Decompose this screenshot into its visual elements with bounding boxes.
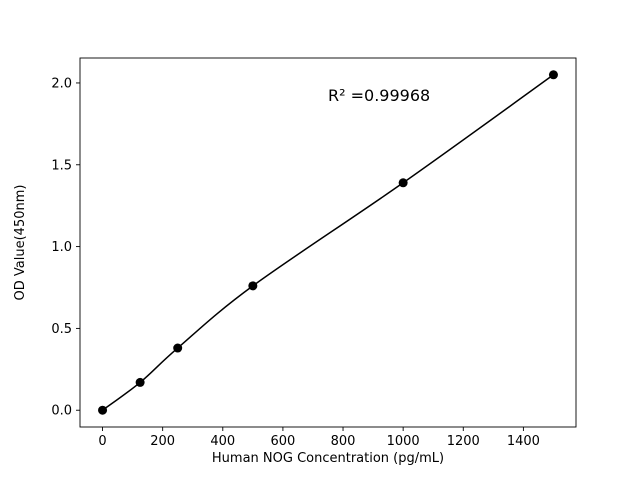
x-axis-label: Human NOG Concentration (pg/mL) <box>212 451 444 466</box>
y-axis-label: OD Value(450nm) <box>13 185 28 301</box>
y-tick-label: 0.5 <box>51 322 72 337</box>
y-tick-label: 2.0 <box>51 76 72 91</box>
y-tick-label: 1.5 <box>51 158 72 173</box>
x-tick-label: 0 <box>98 434 106 449</box>
data-point <box>98 405 108 415</box>
data-point <box>548 70 558 80</box>
x-tick-label: 800 <box>331 434 356 449</box>
x-tick-label: 1400 <box>507 434 540 449</box>
data-point <box>173 343 183 353</box>
y-tick-label: 1.0 <box>51 240 72 255</box>
data-point <box>135 377 145 387</box>
x-tick-label: 400 <box>210 434 235 449</box>
plot-border <box>79 57 577 428</box>
x-tick-label: 1200 <box>447 434 480 449</box>
x-tick-label: 200 <box>150 434 175 449</box>
data-point <box>398 178 408 188</box>
data-point <box>248 281 258 291</box>
y-tick-label: 0.0 <box>51 404 72 419</box>
r-squared-annotation: R² =0.99968 <box>328 86 430 105</box>
x-tick-label: 600 <box>270 434 295 449</box>
x-tick-label: 1000 <box>387 434 420 449</box>
